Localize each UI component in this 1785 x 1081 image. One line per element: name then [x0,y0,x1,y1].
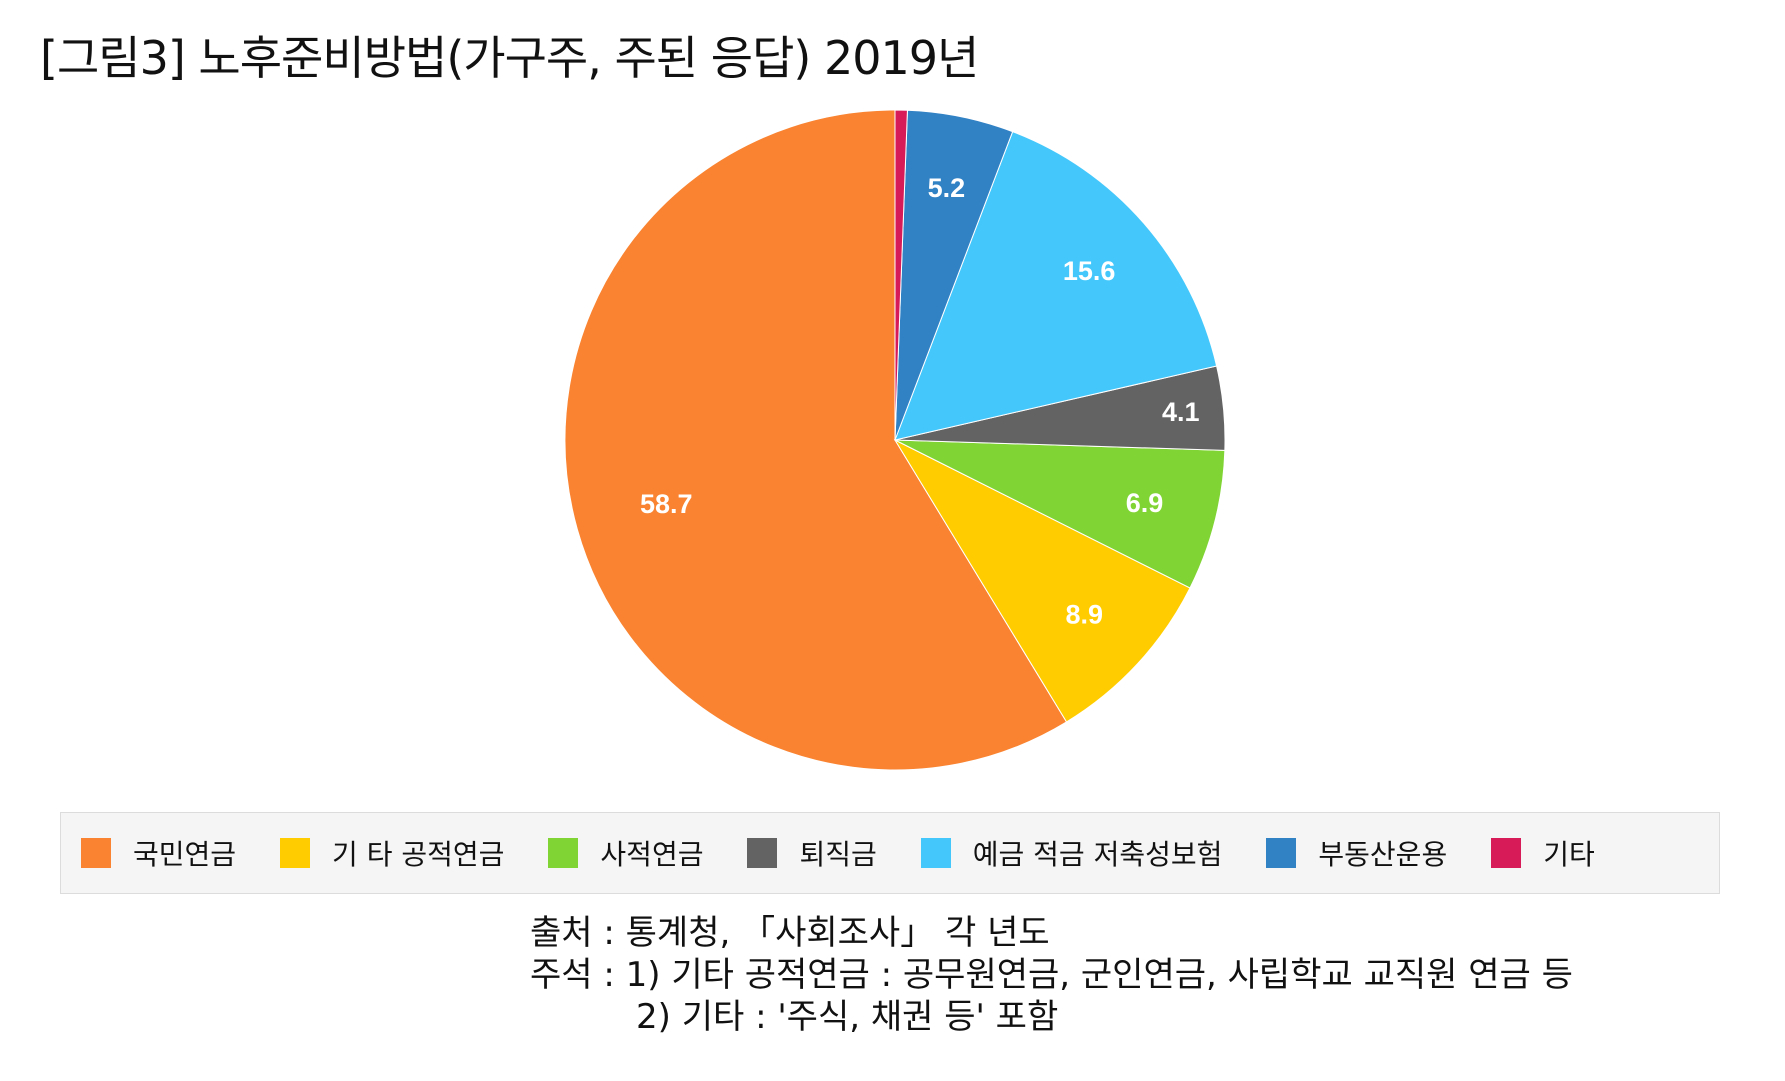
legend-swatch [1266,838,1297,868]
pie-slice-3 [894,439,1226,589]
legend-item-1: 국민연금 [81,833,236,873]
pie-slice-7 [894,109,908,441]
legend-swatch [1491,838,1522,868]
legend-label: 부동산운용 [1318,838,1448,871]
chart-title: [그림3] 노후준비방법(가구주, 주된 응답) 2019년 [40,31,979,85]
legend-swatch [747,838,778,868]
pie-chart: 58.7 8.9 6.9 4.1 15.6 5.2 [564,109,1226,771]
slice-label-4: 4.1 [1162,397,1200,427]
legend-label: 사적연금 [600,838,704,871]
footnote-1: 주석 : 1) 기타 공적연금 : 공무원연금, 군인연금, 사립학교 교직원 … [530,955,1573,995]
legend-swatch [280,838,311,868]
slice-label-2: 8.9 [1066,599,1104,629]
slice-label-6: 5.2 [928,173,966,203]
footnote-2: 2) 기타 : '주식, 채권 등' 포함 [636,997,1059,1037]
legend-label: 예금 적금 저축성보험 [972,838,1223,871]
legend-item-7: 기타 [1491,833,1595,873]
legend-item-2: 기 타 공적연금 [280,833,504,873]
pie-slice-5 [894,131,1218,441]
legend-swatch [81,838,111,868]
legend-item-5: 예금 적금 저축성보험 [920,833,1223,873]
slice-label-5: 15.6 [1063,256,1116,286]
legend-label: 퇴직금 [799,838,877,871]
notes: 출처 : 통계청, 「사회조사」 각 년도 주석 : 1) 기타 공적연금 : … [530,912,1573,1038]
legend-label: 기 타 공적연금 [332,838,505,871]
source-note: 출처 : 통계청, 「사회조사」 각 년도 [530,913,1050,953]
pie-slice-1 [564,109,1068,771]
legend-item-6: 부동산운용 [1266,833,1447,873]
legend-item-3: 사적연금 [548,833,703,873]
legend-label: 국민연금 [133,838,237,871]
pie-slice-2 [893,438,1191,723]
legend: 국민연금 기 타 공적연금 사적연금 퇴직금 예금 적금 저축성보험 부동산운용 기타 [60,812,1720,894]
legend-swatch [920,838,951,868]
legend-swatch [548,838,579,868]
legend-item-4: 퇴직금 [747,833,877,873]
legend-label: 기타 [1543,838,1595,871]
slice-label-1: 58.7 [640,489,693,519]
slice-label-3: 6.9 [1126,488,1164,518]
